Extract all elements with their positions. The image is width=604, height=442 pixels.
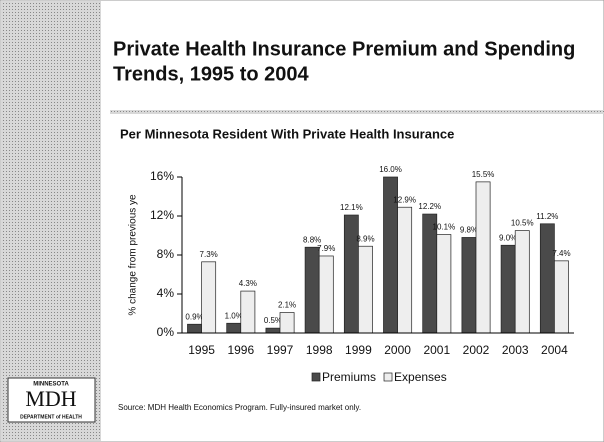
bar [554, 260, 569, 334]
value-label: 12.2% [418, 202, 441, 211]
bar [514, 230, 530, 334]
bar [500, 244, 516, 334]
y-axis-label: % change from previous ye [128, 194, 139, 316]
bar [422, 213, 438, 334]
bar [397, 206, 413, 334]
bar [461, 237, 477, 334]
y-tick-label: 4% [157, 286, 175, 300]
x-tick-label: 1996 [227, 343, 254, 357]
side-strip [1, 1, 101, 441]
y-tick-label: 0% [157, 325, 175, 339]
y-tick-label: 12% [150, 208, 174, 222]
value-label: 8.8% [303, 235, 321, 244]
value-label: 11.2% [536, 212, 558, 221]
divider [110, 110, 604, 114]
value-label: 16.0% [379, 165, 402, 174]
x-tick-label: 2002 [463, 343, 490, 357]
value-label: 12.9% [393, 195, 416, 204]
bar [304, 246, 320, 334]
legend-swatch [311, 372, 321, 382]
x-tick-label: 2000 [384, 343, 411, 357]
bar [226, 322, 242, 334]
chart-subtitle: Per Minnesota Resident With Private Heal… [120, 126, 454, 141]
bar [539, 223, 555, 334]
title: Private Health Insurance Premium and Spe… [113, 38, 575, 60]
bar [187, 323, 202, 334]
logo-box [7, 377, 96, 423]
bar [240, 290, 256, 334]
bar [279, 312, 295, 334]
legend-label: Expenses [394, 370, 447, 384]
value-label: 10.1% [433, 223, 456, 232]
x-tick-label: 2003 [502, 343, 529, 357]
bar [358, 245, 373, 334]
y-tick-label: 16% [150, 169, 174, 183]
value-label: 2.1% [278, 301, 296, 310]
value-label: 0.5% [264, 316, 282, 325]
y-tick-label: 8% [157, 247, 175, 261]
value-label: 8.9% [356, 234, 374, 243]
bar [201, 261, 217, 334]
bar [475, 181, 491, 334]
logo-main: MDH [25, 386, 76, 411]
source: Source: MDH Health Economics Program. Fu… [118, 403, 361, 412]
value-label: 7.9% [317, 244, 335, 253]
bar [318, 255, 334, 334]
value-label: 10.5% [511, 219, 534, 228]
value-label: 1.0% [225, 311, 243, 320]
value-label: 9.8% [460, 226, 478, 235]
logo-bottom: DEPARTMENT of HEALTH [20, 414, 82, 420]
value-label: 0.9% [185, 312, 203, 321]
x-tick-label: 1997 [267, 343, 294, 357]
bar [436, 234, 452, 334]
value-label: 7.4% [552, 249, 570, 258]
x-tick-label: 2004 [541, 343, 568, 357]
bar [343, 214, 359, 334]
x-tick-label: 2001 [423, 343, 450, 357]
value-label: 7.3% [200, 250, 218, 259]
logo-top: MINNESOTA [33, 382, 69, 388]
legend-label: Premiums [322, 370, 376, 384]
legend-swatch [383, 372, 393, 382]
x-tick-label: 1995 [188, 343, 215, 357]
value-label: 9.0% [499, 233, 517, 242]
bar [265, 327, 281, 334]
x-tick-label: 1998 [306, 343, 333, 357]
x-tick-label: 1999 [345, 343, 372, 357]
title: Trends, 1995 to 2004 [113, 63, 310, 85]
value-label: 12.1% [340, 203, 363, 212]
value-label: 15.5% [472, 170, 495, 179]
value-label: 4.3% [239, 279, 257, 288]
